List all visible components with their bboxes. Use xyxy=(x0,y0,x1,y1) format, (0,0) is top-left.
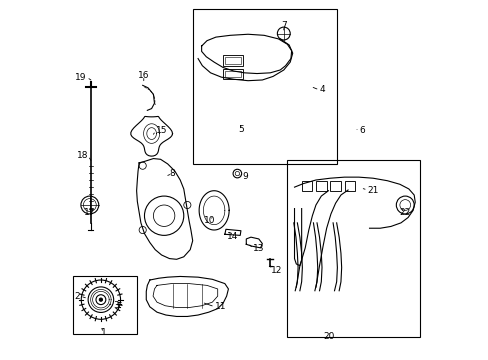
Text: 12: 12 xyxy=(271,266,282,275)
Bar xyxy=(287,160,419,337)
Bar xyxy=(301,181,312,191)
Text: 6: 6 xyxy=(359,126,365,135)
Text: 2: 2 xyxy=(74,292,80,301)
Bar xyxy=(192,9,337,164)
Text: 15: 15 xyxy=(156,126,167,135)
Bar xyxy=(223,55,242,66)
Circle shape xyxy=(99,298,102,301)
Text: 17: 17 xyxy=(84,208,96,217)
Text: 20: 20 xyxy=(323,332,334,341)
Bar xyxy=(73,276,137,334)
Text: 1: 1 xyxy=(101,328,106,337)
Bar xyxy=(329,181,340,191)
Text: 5: 5 xyxy=(238,125,244,134)
Text: 21: 21 xyxy=(367,185,378,194)
Text: 18: 18 xyxy=(77,151,88,160)
Text: 8: 8 xyxy=(169,169,175,178)
Text: 19: 19 xyxy=(75,73,86,82)
Text: 16: 16 xyxy=(138,71,149,80)
Bar xyxy=(315,181,326,191)
Text: 14: 14 xyxy=(227,231,238,240)
Text: 22: 22 xyxy=(398,208,409,217)
Bar xyxy=(223,68,242,79)
Text: 13: 13 xyxy=(253,244,264,253)
Text: 10: 10 xyxy=(203,216,215,225)
Bar xyxy=(344,181,354,191)
Bar xyxy=(225,71,240,77)
Text: 4: 4 xyxy=(319,85,325,94)
Text: 7: 7 xyxy=(280,21,286,30)
Text: 9: 9 xyxy=(242,172,247,181)
Text: 3: 3 xyxy=(113,301,119,310)
Bar xyxy=(225,57,240,64)
Text: 11: 11 xyxy=(214,302,226,311)
